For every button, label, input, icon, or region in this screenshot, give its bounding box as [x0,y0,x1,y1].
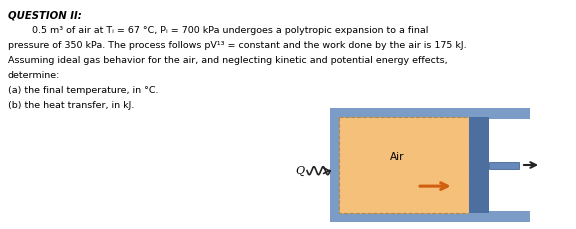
Text: pressure of 350 kPa. The process follows pV¹³ = constant and the work done by th: pressure of 350 kPa. The process follows… [8,41,467,50]
Text: (a) the final temperature, in °C.: (a) the final temperature, in °C. [8,86,158,95]
Bar [330,108,480,222]
Text: Assuming ideal gas behavior for the air, and neglecting kinetic and potential en: Assuming ideal gas behavior for the air,… [8,56,448,65]
Text: determine:: determine: [8,71,60,80]
Bar [469,108,530,119]
Text: 0.5 m³ of air at Tᵢ = 67 °C, Pᵢ = 700 kPa undergoes a polytropic expansion to a : 0.5 m³ of air at Tᵢ = 67 °C, Pᵢ = 700 kP… [8,26,429,35]
Bar [469,211,530,222]
Text: QUESTION II:: QUESTION II: [8,10,82,20]
Bar [489,161,519,169]
Bar [339,117,469,213]
Bar [469,117,489,213]
Text: Air: Air [391,152,405,162]
Text: Q: Q [295,166,304,176]
Text: (b) the heat transfer, in kJ.: (b) the heat transfer, in kJ. [8,101,134,110]
